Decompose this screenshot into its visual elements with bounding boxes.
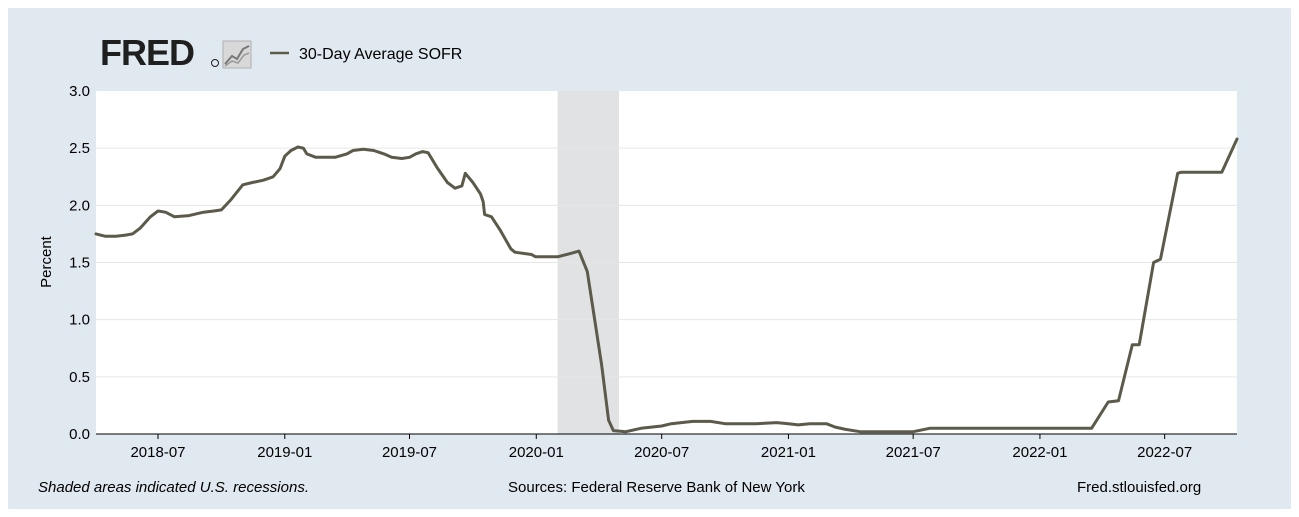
grid-layer xyxy=(96,147,1237,435)
fred-logo-text: FRED xyxy=(100,32,194,73)
fred-chart-icon xyxy=(222,40,252,69)
legend: 30-Day Average SOFR xyxy=(270,46,462,63)
y-tick-label: 0.0 xyxy=(69,426,90,443)
x-tick-label: 2022-01 xyxy=(1012,444,1067,461)
x-axis: 2018-07 2019-01 2019-07 2020-01 2020-07 2021-… xyxy=(130,434,1192,461)
y-tick-label: 1.0 xyxy=(69,312,90,329)
x-tick-label: 2019-07 xyxy=(382,444,437,461)
x-tick-label: 2018-07 xyxy=(130,444,185,461)
y-axis-label: Percent xyxy=(38,235,55,288)
y-tick-label: 0.5 xyxy=(69,369,90,386)
legend-label: 30-Day Average SOFR xyxy=(299,46,462,63)
source-note: Sources: Federal Reserve Bank of New Yor… xyxy=(508,479,805,496)
y-tick-label: 3.0 xyxy=(69,83,90,100)
x-tick-label: 2022-07 xyxy=(1137,444,1192,461)
x-tick-label: 2019-01 xyxy=(257,444,312,461)
x-tick-label: 2020-07 xyxy=(634,444,689,461)
x-tick-label: 2020-01 xyxy=(509,444,564,461)
chart-frame: FRED 30-Day Average SOFR 0.0 0.5 1.0 1.5 2.0… xyxy=(8,8,1291,509)
y-tick-label: 2.5 xyxy=(69,140,90,157)
x-tick-label: 2021-01 xyxy=(761,444,816,461)
series-layer xyxy=(94,137,1239,434)
registered-mark-icon xyxy=(211,59,219,67)
y-tick-label: 1.5 xyxy=(69,255,90,272)
y-axis: 0.0 0.5 1.0 1.5 2.0 2.5 3.0 xyxy=(69,83,90,443)
x-tick-label: 2021-07 xyxy=(886,444,941,461)
series-line-sofr xyxy=(94,137,1239,434)
site-link[interactable]: Fred.stlouisfed.org xyxy=(1077,479,1202,496)
fred-logo[interactable]: FRED xyxy=(100,32,252,73)
recession-note: Shaded areas indicated U.S. recessions. xyxy=(38,479,309,496)
y-tick-label: 2.0 xyxy=(69,197,90,214)
chart-svg: FRED 30-Day Average SOFR 0.0 0.5 1.0 1.5 2.0… xyxy=(38,32,1239,461)
